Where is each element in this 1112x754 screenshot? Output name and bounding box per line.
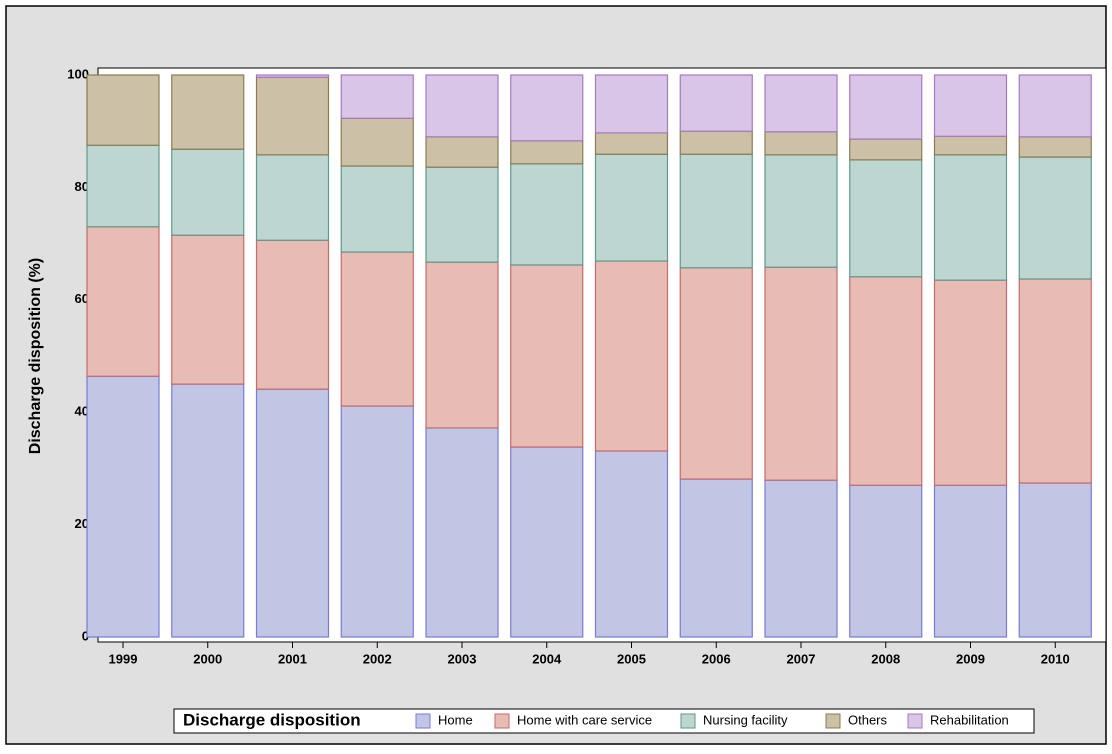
bar-segment <box>340 405 414 638</box>
bar-segment <box>255 74 330 78</box>
bar-segment <box>679 267 753 480</box>
bar-segment <box>764 266 838 481</box>
bar-segment <box>1018 278 1092 484</box>
bar-segment <box>849 276 923 486</box>
y-tick-label: 20 <box>75 516 89 531</box>
bar-segment <box>510 264 584 448</box>
x-tick-label: 2007 <box>787 651 816 666</box>
bar-segment <box>764 154 838 268</box>
bar-segment <box>594 132 669 155</box>
bar-segment <box>86 74 160 146</box>
bar-segment <box>171 234 245 385</box>
bar-segment <box>764 131 838 156</box>
legend <box>173 708 1035 734</box>
bar-segment <box>425 166 499 263</box>
x-tick-label: 2001 <box>278 651 307 666</box>
bar-segment <box>425 261 499 429</box>
bar-segment <box>425 74 499 138</box>
x-tick-label: 1999 <box>109 651 138 666</box>
x-tick-label: 2000 <box>193 651 222 666</box>
bar-segment <box>849 159 923 278</box>
bar-segment <box>933 154 1008 281</box>
legend-swatch <box>825 713 841 729</box>
legend-label: Home <box>438 712 473 727</box>
bar-segment <box>679 153 753 269</box>
x-tick-label: 2009 <box>956 651 985 666</box>
bar-segment <box>171 148 245 236</box>
bar-segment <box>86 226 160 377</box>
legend-label: Rehabilitation <box>930 712 1009 727</box>
y-tick-label: 100 <box>67 66 89 81</box>
bar-segment <box>679 74 753 132</box>
bar-segment <box>86 375 160 638</box>
legend-swatch <box>494 713 510 729</box>
legend-label: Others <box>848 712 888 727</box>
bar-segment <box>340 117 414 167</box>
bar-segment <box>594 153 669 262</box>
bar-segment <box>255 388 330 638</box>
bar-segment <box>510 74 584 142</box>
y-axis-title: Discharge disposition (%) <box>27 258 44 454</box>
bar-segment <box>255 76 330 156</box>
y-tick-label: 60 <box>75 291 89 306</box>
bar-segment <box>86 144 160 228</box>
legend-swatch <box>680 713 696 729</box>
legend-swatch <box>415 713 431 729</box>
bar-segment <box>171 383 245 638</box>
bar-segment <box>340 165 414 253</box>
bar-segment <box>171 74 245 150</box>
bar-segment <box>764 74 838 133</box>
bar-segment <box>1018 74 1092 138</box>
bar-segment <box>849 74 923 140</box>
bar-segment <box>510 140 584 165</box>
bar-segment <box>933 484 1008 638</box>
bar-segment <box>594 260 669 452</box>
bar-segment <box>1018 156 1092 280</box>
bar-segment <box>594 450 669 638</box>
bar-segment <box>849 138 923 161</box>
bar-segment <box>510 163 584 266</box>
y-tick-label: 40 <box>75 404 89 419</box>
bar-segment <box>1018 136 1092 158</box>
legend-label: Nursing facility <box>703 712 788 727</box>
bar-segment <box>679 130 753 155</box>
bar-segment <box>933 279 1008 486</box>
bar-segment <box>425 427 499 638</box>
x-tick-label: 2006 <box>702 651 731 666</box>
bar-segment <box>425 136 499 168</box>
bar-segment <box>764 479 838 638</box>
x-tick-label: 2010 <box>1041 651 1070 666</box>
x-tick-label: 2002 <box>363 651 392 666</box>
bar-segment <box>255 239 330 390</box>
bar-segment <box>594 74 669 134</box>
bar-segment <box>340 74 414 119</box>
bar-segment <box>679 478 753 638</box>
y-tick-label: 80 <box>75 179 89 194</box>
bar-segment <box>255 154 330 241</box>
bar-segment <box>1018 482 1092 638</box>
x-tick-label: 2003 <box>448 651 477 666</box>
x-tick-label: 2008 <box>871 651 900 666</box>
x-tick-label: 2004 <box>532 651 562 666</box>
bar-segment <box>933 74 1008 137</box>
x-tick-label: 2005 <box>617 651 646 666</box>
y-tick-label: 0 <box>82 628 89 643</box>
bar-segment <box>933 135 1008 156</box>
bar-segment <box>510 446 584 638</box>
legend-label: Home with care service <box>517 712 652 727</box>
legend-title: Discharge disposition <box>183 710 361 729</box>
bar-segment <box>849 484 923 638</box>
legend-swatch <box>907 713 923 729</box>
bar-segment <box>340 251 414 407</box>
